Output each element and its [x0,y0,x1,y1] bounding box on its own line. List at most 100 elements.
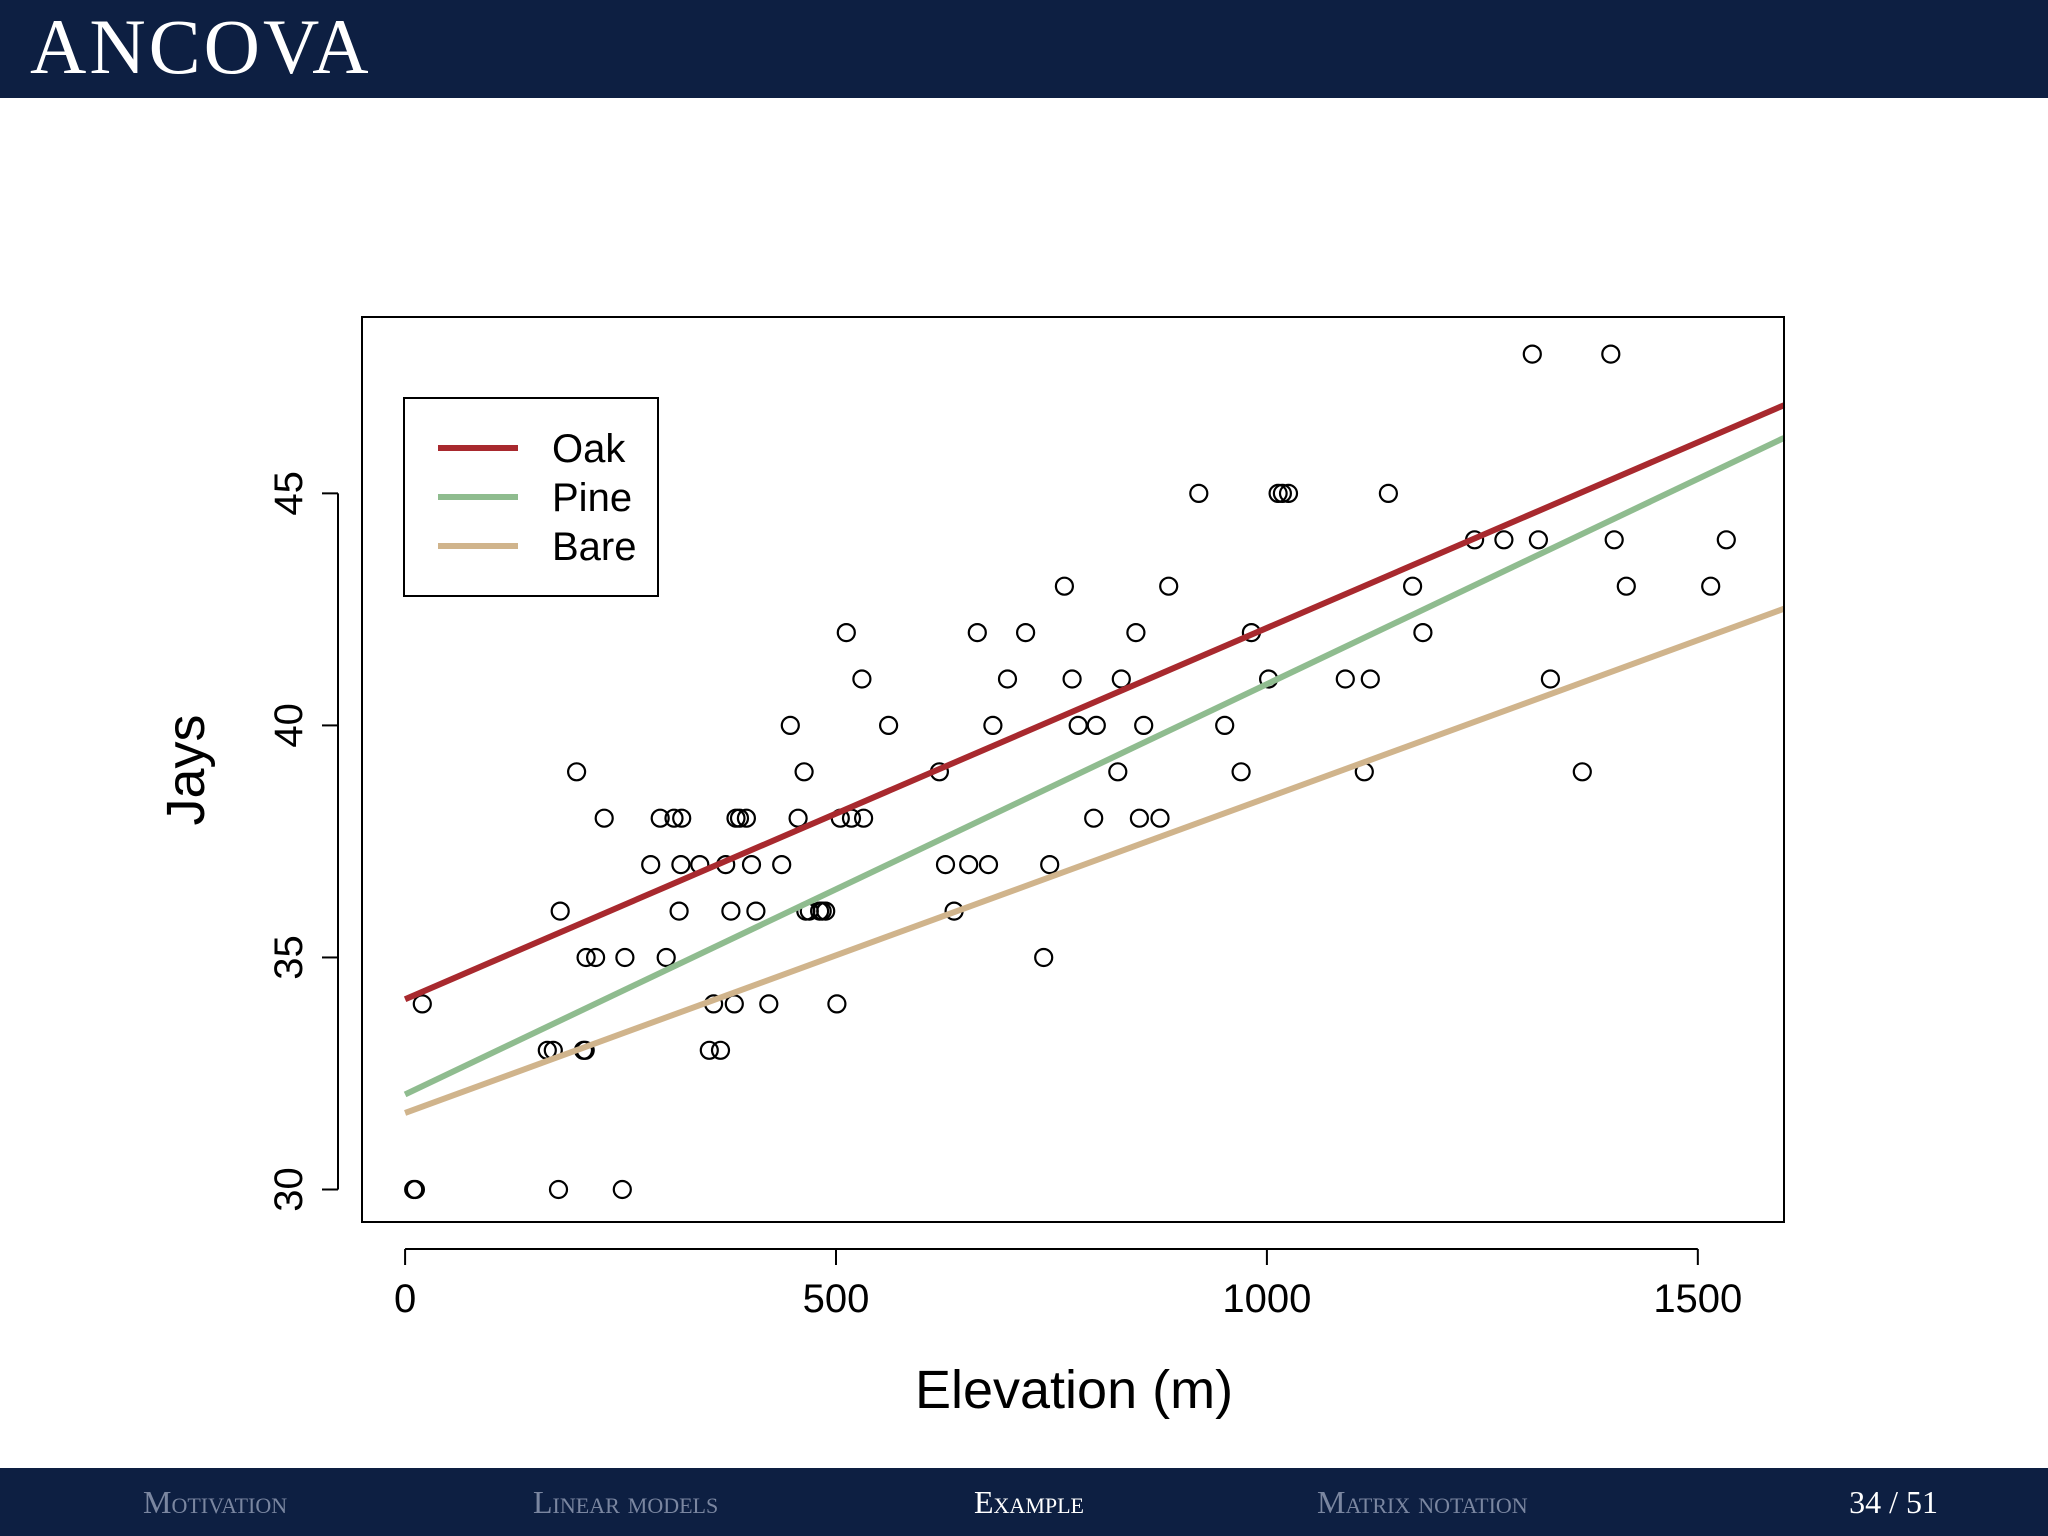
data-point [650,808,670,828]
data-point [827,994,847,1014]
slide-title: ANCOVA [30,3,372,90]
regression-line-bare [404,605,1786,1116]
nav-item-linear-models[interactable]: Linear models [533,1484,719,1520]
data-point [878,715,899,736]
nav-item-motivation[interactable]: Motivation [143,1484,288,1520]
data-point [641,854,661,875]
legend: Oak Pine Bare [403,397,659,597]
data-point [1572,762,1592,782]
data-point [1129,808,1150,828]
data-point [1528,530,1549,550]
x-tick-label: 1500 [1653,1277,1742,1321]
legend-label-pine: Pine [552,476,632,520]
nav-item-example[interactable]: Example [974,1484,1084,1520]
data-point [1231,762,1251,782]
plot-area-frame [361,316,1785,1223]
data-point [1413,622,1433,643]
data-point [816,901,836,921]
data-point [1086,715,1106,736]
scatter-chart: 0 500 1000 1500 30 35 40 45 Elevation (m) Jays… [156,316,1786,1420]
data-point [1189,483,1209,503]
data-point [983,715,1003,736]
data-point [1134,715,1154,736]
regression-line-pine [403,435,1786,1098]
data-point [1108,762,1128,782]
data-point [405,1179,425,1200]
data-point [1034,947,1054,968]
data-point [1159,576,1179,596]
x-tick-label: 500 [803,1277,870,1321]
data-point [1522,344,1542,364]
page-current: 34 [1849,1484,1882,1520]
data-point [1540,669,1561,689]
data-point [412,994,432,1014]
legend-label-bare: Bare [552,525,637,569]
data-point [1062,669,1082,689]
nav-item-matrix-notation[interactable]: Matrix notation [1317,1484,1528,1520]
data-point [669,901,689,921]
data-point [1494,530,1514,550]
data-point [1601,344,1621,364]
y-axis: 30 35 40 45 [267,471,339,1212]
data-point [615,947,635,968]
data-point [1402,576,1423,596]
data-point [1335,669,1355,689]
data-point [772,854,792,875]
y-tick-label: 45 [267,471,311,516]
data-point [594,808,614,828]
data-point [664,808,684,828]
data-point [967,622,987,643]
data-point [671,854,691,875]
y-tick-label: 30 [267,1167,311,1212]
data-points [404,344,1736,1200]
data-point [566,762,587,782]
data-point [548,1179,569,1200]
y-tick-label: 35 [267,935,311,980]
data-point [724,994,744,1014]
y-axis-label: Jays [156,714,216,825]
data-point [1701,576,1721,596]
data-point [935,854,956,875]
data-point [852,669,872,689]
data-point [794,762,814,782]
x-tick-label: 1000 [1222,1277,1311,1321]
data-point [759,994,779,1014]
legend-label-oak: Oak [552,427,626,471]
data-point [729,808,750,828]
data-point [1068,715,1088,736]
data-point [978,854,999,875]
data-point [699,1040,719,1060]
data-point [741,854,762,875]
data-point [853,808,874,828]
data-point [612,1179,632,1200]
data-point [1054,576,1075,596]
data-point [997,669,1018,689]
data-point [836,622,856,643]
data-point [721,901,741,921]
data-point [1360,669,1380,689]
data-point [1150,808,1170,828]
data-point [576,947,596,968]
regression-line-oak [403,402,1786,1002]
data-point [1272,483,1293,503]
x-axis-label: Elevation (m) [915,1360,1233,1420]
data-point [1215,715,1235,736]
data-point [1126,622,1146,643]
y-tick-label: 40 [267,703,311,748]
data-point [710,1040,731,1060]
data-point [959,854,979,875]
data-point [585,947,606,968]
data-point [1378,483,1399,503]
slide-header: ANCOVA [0,0,2048,98]
data-point [1040,854,1060,875]
data-point [1604,530,1624,550]
data-point [736,808,757,828]
slide-footer: Motivation Linear models Example Matrix … [0,1468,2048,1536]
x-axis: 0 500 1000 1500 [394,1248,1742,1321]
data-point [1084,808,1104,828]
data-point [672,808,692,828]
page-total: 51 [1906,1484,1938,1520]
data-point [1278,483,1299,503]
data-point [746,901,766,921]
data-point [1015,622,1036,643]
